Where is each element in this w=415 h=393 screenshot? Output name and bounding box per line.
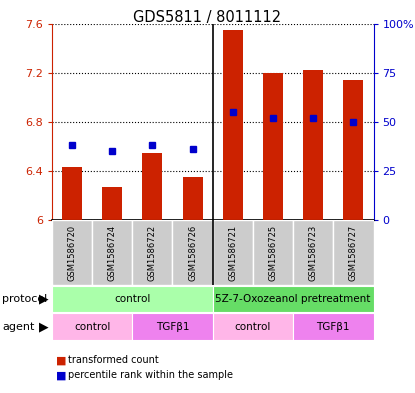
Text: ■: ■ xyxy=(56,370,66,380)
Bar xyxy=(213,313,293,340)
Bar xyxy=(92,220,132,285)
Bar xyxy=(303,70,323,220)
Text: control: control xyxy=(74,321,110,332)
Bar xyxy=(223,30,243,220)
Bar xyxy=(132,220,173,285)
Text: GSM1586723: GSM1586723 xyxy=(309,224,318,281)
Text: protocol: protocol xyxy=(2,294,47,304)
Text: agent: agent xyxy=(2,321,34,332)
Text: ■: ■ xyxy=(56,355,66,365)
Text: ▶: ▶ xyxy=(39,292,49,306)
Bar xyxy=(52,313,132,340)
Bar xyxy=(183,177,203,220)
Text: GSM1586725: GSM1586725 xyxy=(269,224,278,281)
Bar xyxy=(343,80,364,220)
Bar xyxy=(333,220,374,285)
Text: GSM1586727: GSM1586727 xyxy=(349,224,358,281)
Bar xyxy=(213,220,253,285)
Bar xyxy=(52,286,213,312)
Text: TGFβ1: TGFβ1 xyxy=(156,321,189,332)
Text: GSM1586721: GSM1586721 xyxy=(228,224,237,281)
Text: GSM1586724: GSM1586724 xyxy=(107,224,117,281)
Bar xyxy=(173,220,213,285)
Text: GDS5811 / 8011112: GDS5811 / 8011112 xyxy=(134,10,281,25)
Text: TGFβ1: TGFβ1 xyxy=(317,321,350,332)
Text: percentile rank within the sample: percentile rank within the sample xyxy=(68,370,234,380)
Bar xyxy=(263,73,283,220)
Text: GSM1586722: GSM1586722 xyxy=(148,224,157,281)
Text: GSM1586720: GSM1586720 xyxy=(68,224,76,281)
Bar xyxy=(142,152,162,220)
Bar xyxy=(293,220,333,285)
Text: control: control xyxy=(114,294,151,304)
Text: control: control xyxy=(235,321,271,332)
Bar xyxy=(293,313,374,340)
Bar xyxy=(52,220,92,285)
Text: transformed count: transformed count xyxy=(68,355,159,365)
Bar xyxy=(213,286,374,312)
Bar xyxy=(253,220,293,285)
Text: 5Z-7-Oxozeanol pretreatment: 5Z-7-Oxozeanol pretreatment xyxy=(215,294,371,304)
Text: ▶: ▶ xyxy=(39,320,49,333)
Bar xyxy=(132,313,213,340)
Text: GSM1586726: GSM1586726 xyxy=(188,224,197,281)
Bar xyxy=(62,167,82,220)
Bar xyxy=(102,187,122,220)
